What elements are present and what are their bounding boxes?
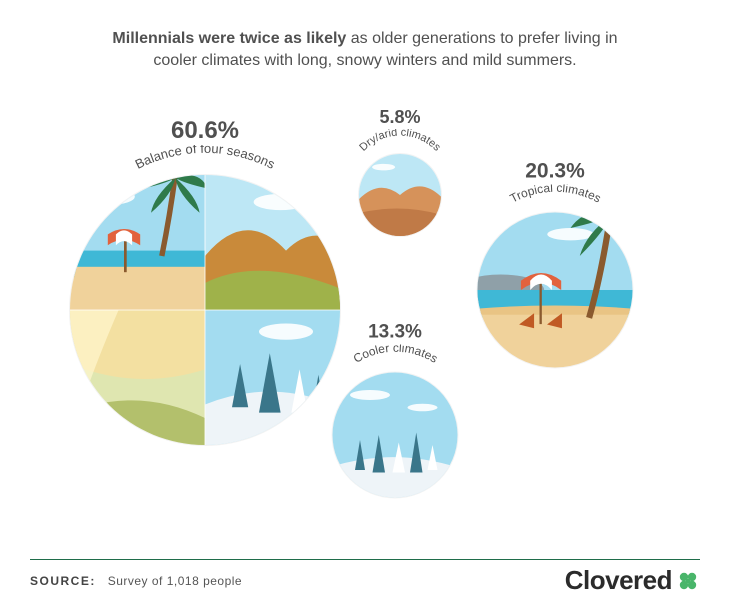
bubble-dry: 5.8% Dry/arid climates [359,154,441,236]
scene-four-seasons [70,175,340,445]
pct-cooler: 13.3% [333,322,458,344]
bubble-balance: 60.6% Balance of four seasons [70,175,340,445]
scene-tropical [478,213,633,368]
brand-name: Clovered [565,565,672,596]
svg-text:Balance of four seasons: Balance of four seasons [133,145,278,172]
bubble-cooler: 13.3% Cooler climates [333,373,458,498]
circle-tropical [478,213,633,368]
footer: SOURCE: Survey of 1,018 people Clovered [30,565,700,596]
svg-text:Tropical climates: Tropical climates [507,185,603,206]
brand: Clovered [565,565,700,596]
headline-rest1: as older generations to prefer living in [346,30,617,47]
circle-cooler [333,373,458,498]
source-text: Survey of 1,018 people [108,574,242,588]
bubble-tropical: 20.3% Tropical climates [478,213,633,368]
circle-dry [359,154,441,236]
circle-balance [70,175,340,445]
scene-winter [333,373,458,498]
headline-bold: Millennials were twice as likely [112,30,346,47]
svg-text:Cooler climates: Cooler climates [350,345,439,366]
footer-divider [30,559,700,560]
infographic-canvas: Millennials were twice as likely as olde… [0,0,730,616]
headline: Millennials were twice as likely as olde… [0,28,730,71]
pct-balance: 60.6% [70,117,340,145]
scene-desert [359,154,441,236]
clover-icon [676,569,700,593]
pct-dry: 5.8% [359,107,441,128]
source-label: SOURCE: [30,574,96,588]
pct-tropical: 20.3% [478,160,633,184]
source: SOURCE: Survey of 1,018 people [30,574,242,588]
headline-rest2: cooler climates with long, snowy winters… [153,52,576,69]
svg-text:Dry/arid climates: Dry/arid climates [357,129,443,154]
